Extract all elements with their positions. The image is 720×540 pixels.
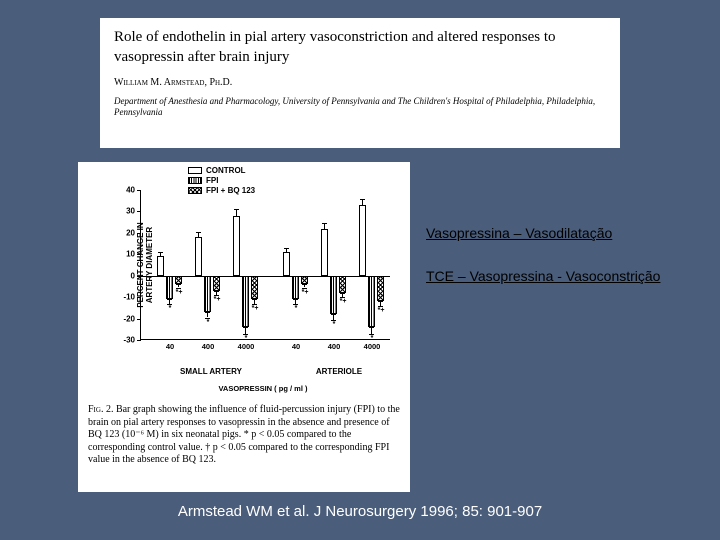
significance-marker: * xyxy=(291,305,301,312)
bar-control xyxy=(359,205,366,276)
panel-label-small-artery: SMALL ARTERY xyxy=(156,367,266,376)
significance-marker: *+ xyxy=(376,307,386,314)
bar-bq xyxy=(339,276,346,293)
x-tick-label: 400 xyxy=(328,342,341,351)
legend-swatch-control xyxy=(188,167,202,174)
significance-marker: * xyxy=(241,335,251,342)
y-tick-label: -20 xyxy=(123,314,135,323)
x-tick-label: 400 xyxy=(202,342,215,351)
bar-control xyxy=(321,229,328,276)
significance-marker: *+ xyxy=(300,289,310,296)
bar-chart: CONTROL FPI FPI + BQ 123 PERCENT CHANGE … xyxy=(128,172,398,362)
bar-fpi xyxy=(292,276,299,300)
legend-label: FPI xyxy=(206,176,218,185)
bar-fpi xyxy=(166,276,173,300)
bar-control xyxy=(195,237,202,276)
significance-marker: *+ xyxy=(174,289,184,296)
significance-marker: * xyxy=(203,319,213,326)
legend-swatch-fpi xyxy=(188,177,202,184)
y-axis-title: PERCENT CHANGE INARTERY DIAMETER xyxy=(137,222,155,307)
x-axis-title: VASOPRESSIN ( pg / ml ) xyxy=(128,384,398,393)
bar-fpi xyxy=(330,276,337,315)
x-tick-label: 40 xyxy=(166,342,174,351)
paper-header: Role of endothelin in pial artery vasoco… xyxy=(100,18,620,148)
annotation-vasoconstriction: TCE – Vasopressina - Vasoconstrição xyxy=(426,268,660,284)
legend-label: CONTROL xyxy=(206,166,246,175)
figure-panel: CONTROL FPI FPI + BQ 123 PERCENT CHANGE … xyxy=(78,162,410,492)
figure-caption: Fig. 2. Bar graph showing the influence … xyxy=(88,404,400,467)
significance-marker: * xyxy=(165,305,175,312)
x-tick-label: 40 xyxy=(292,342,300,351)
y-tick-label: 20 xyxy=(126,228,135,237)
y-tick-label: 10 xyxy=(126,250,135,259)
bar-fpi xyxy=(368,276,375,327)
bar-control xyxy=(157,256,164,275)
paper-author: William M. Armstead, Ph.D. xyxy=(114,77,606,88)
x-tick-label: 4000 xyxy=(364,342,381,351)
citation-text: Armstead WM et al. J Neurosurgery 1996; … xyxy=(0,503,720,520)
x-tick-label: 4000 xyxy=(238,342,255,351)
bar-control xyxy=(283,252,290,276)
y-tick-label: 30 xyxy=(126,207,135,216)
bar-bq xyxy=(213,276,220,291)
y-tick-label: -30 xyxy=(123,336,135,345)
caption-body: Bar graph showing the influence of fluid… xyxy=(88,404,400,465)
significance-marker: *+ xyxy=(338,298,348,305)
y-tick-label: 0 xyxy=(131,271,135,280)
significance-marker: * xyxy=(367,335,377,342)
bar-bq xyxy=(175,276,182,285)
bar-control xyxy=(233,216,240,276)
bar-bq xyxy=(377,276,384,302)
annotation-vasodilation: Vasopressina – Vasodilatação xyxy=(426,225,612,241)
bar-fpi xyxy=(204,276,211,312)
y-tick-label: -10 xyxy=(123,293,135,302)
significance-marker: *+ xyxy=(212,296,222,303)
panel-label-arteriole: ARTERIOLE xyxy=(284,367,394,376)
bar-fpi xyxy=(242,276,249,327)
bar-bq xyxy=(301,276,308,285)
y-tick-label: 40 xyxy=(126,186,135,195)
paper-affiliation: Department of Anesthesia and Pharmacolog… xyxy=(114,96,606,119)
plot-area: PERCENT CHANGE INARTERY DIAMETER -30-20-… xyxy=(140,190,390,340)
significance-marker: * xyxy=(329,321,339,328)
paper-title: Role of endothelin in pial artery vasoco… xyxy=(114,28,606,67)
significance-marker: *+ xyxy=(250,305,260,312)
caption-lead: Fig. 2. xyxy=(88,404,113,415)
bar-bq xyxy=(251,276,258,300)
